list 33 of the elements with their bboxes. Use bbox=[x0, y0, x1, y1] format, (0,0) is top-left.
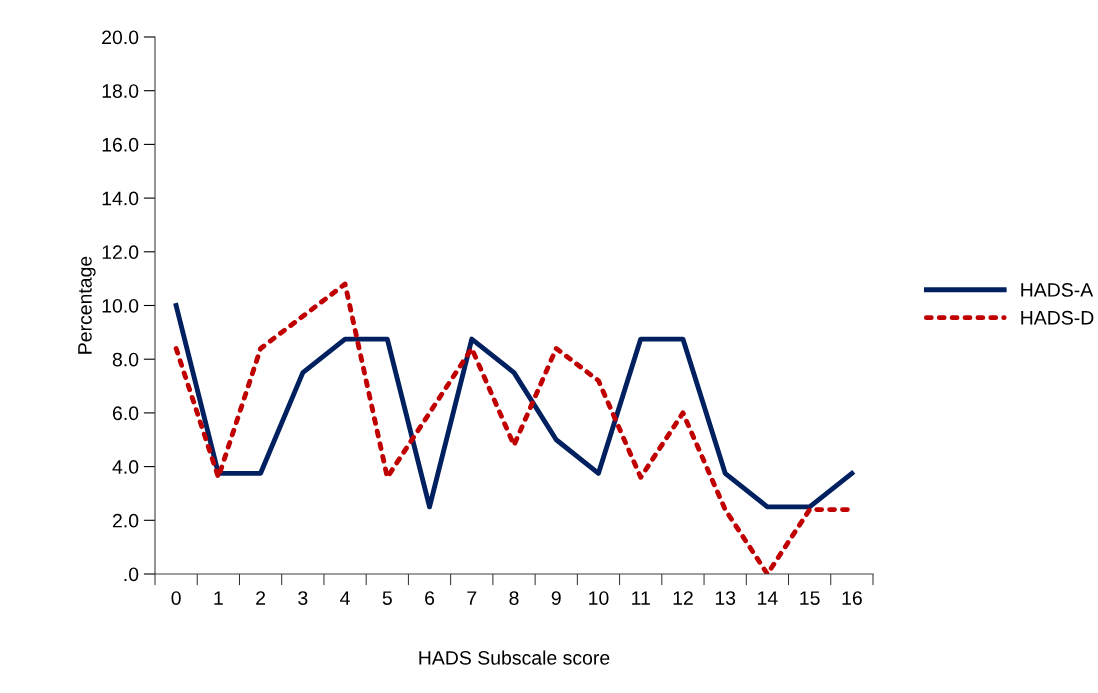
x-tick-label: 10 bbox=[589, 591, 609, 605]
x-tick-label: 3 bbox=[298, 591, 308, 605]
x-tick-label: 1 bbox=[214, 591, 223, 605]
x-tick-label: 6 bbox=[425, 591, 435, 605]
y-tick-label: 6.0 bbox=[112, 406, 139, 421]
y-tick-label: 2.0 bbox=[112, 513, 139, 528]
x-axis-title: HADS Subscale score bbox=[419, 650, 610, 665]
y-tick-label: 10.0 bbox=[102, 298, 139, 313]
x-tick-label: 13 bbox=[715, 591, 736, 605]
x-tick-label: 2 bbox=[256, 591, 266, 605]
y-tick-label: 4.0 bbox=[112, 460, 139, 474]
x-tick-label: 12 bbox=[673, 591, 693, 605]
y-tick-label: .0 bbox=[124, 567, 139, 582]
x-tick-label: 11 bbox=[632, 591, 650, 605]
legend-label: HADS-A bbox=[1021, 283, 1094, 297]
y-tick-label: 12.0 bbox=[102, 245, 139, 260]
x-tick-label: 5 bbox=[382, 591, 392, 605]
x-tick-label: 8 bbox=[509, 591, 519, 605]
y-tick-label: 14.0 bbox=[102, 191, 139, 206]
line-series bbox=[173, 303, 855, 510]
x-tick-label: 15 bbox=[800, 591, 820, 605]
y-tick-label: 18.0 bbox=[102, 84, 139, 98]
x-tick-label: 16 bbox=[842, 591, 862, 605]
x-tick-label: 14 bbox=[758, 591, 778, 605]
x-tick-label: 7 bbox=[467, 591, 477, 605]
x-tick-label: 9 bbox=[551, 591, 561, 605]
x-tick-label: 0 bbox=[171, 591, 181, 605]
legend-label: HADS-D bbox=[1021, 310, 1094, 325]
y-tick-label: 8.0 bbox=[112, 352, 139, 367]
x-tick-label: 4 bbox=[340, 591, 350, 605]
y-tick-label: 16.0 bbox=[102, 137, 139, 152]
y-tick-label: 20.0 bbox=[102, 30, 139, 45]
y-axis-title: Percentage bbox=[78, 256, 96, 354]
